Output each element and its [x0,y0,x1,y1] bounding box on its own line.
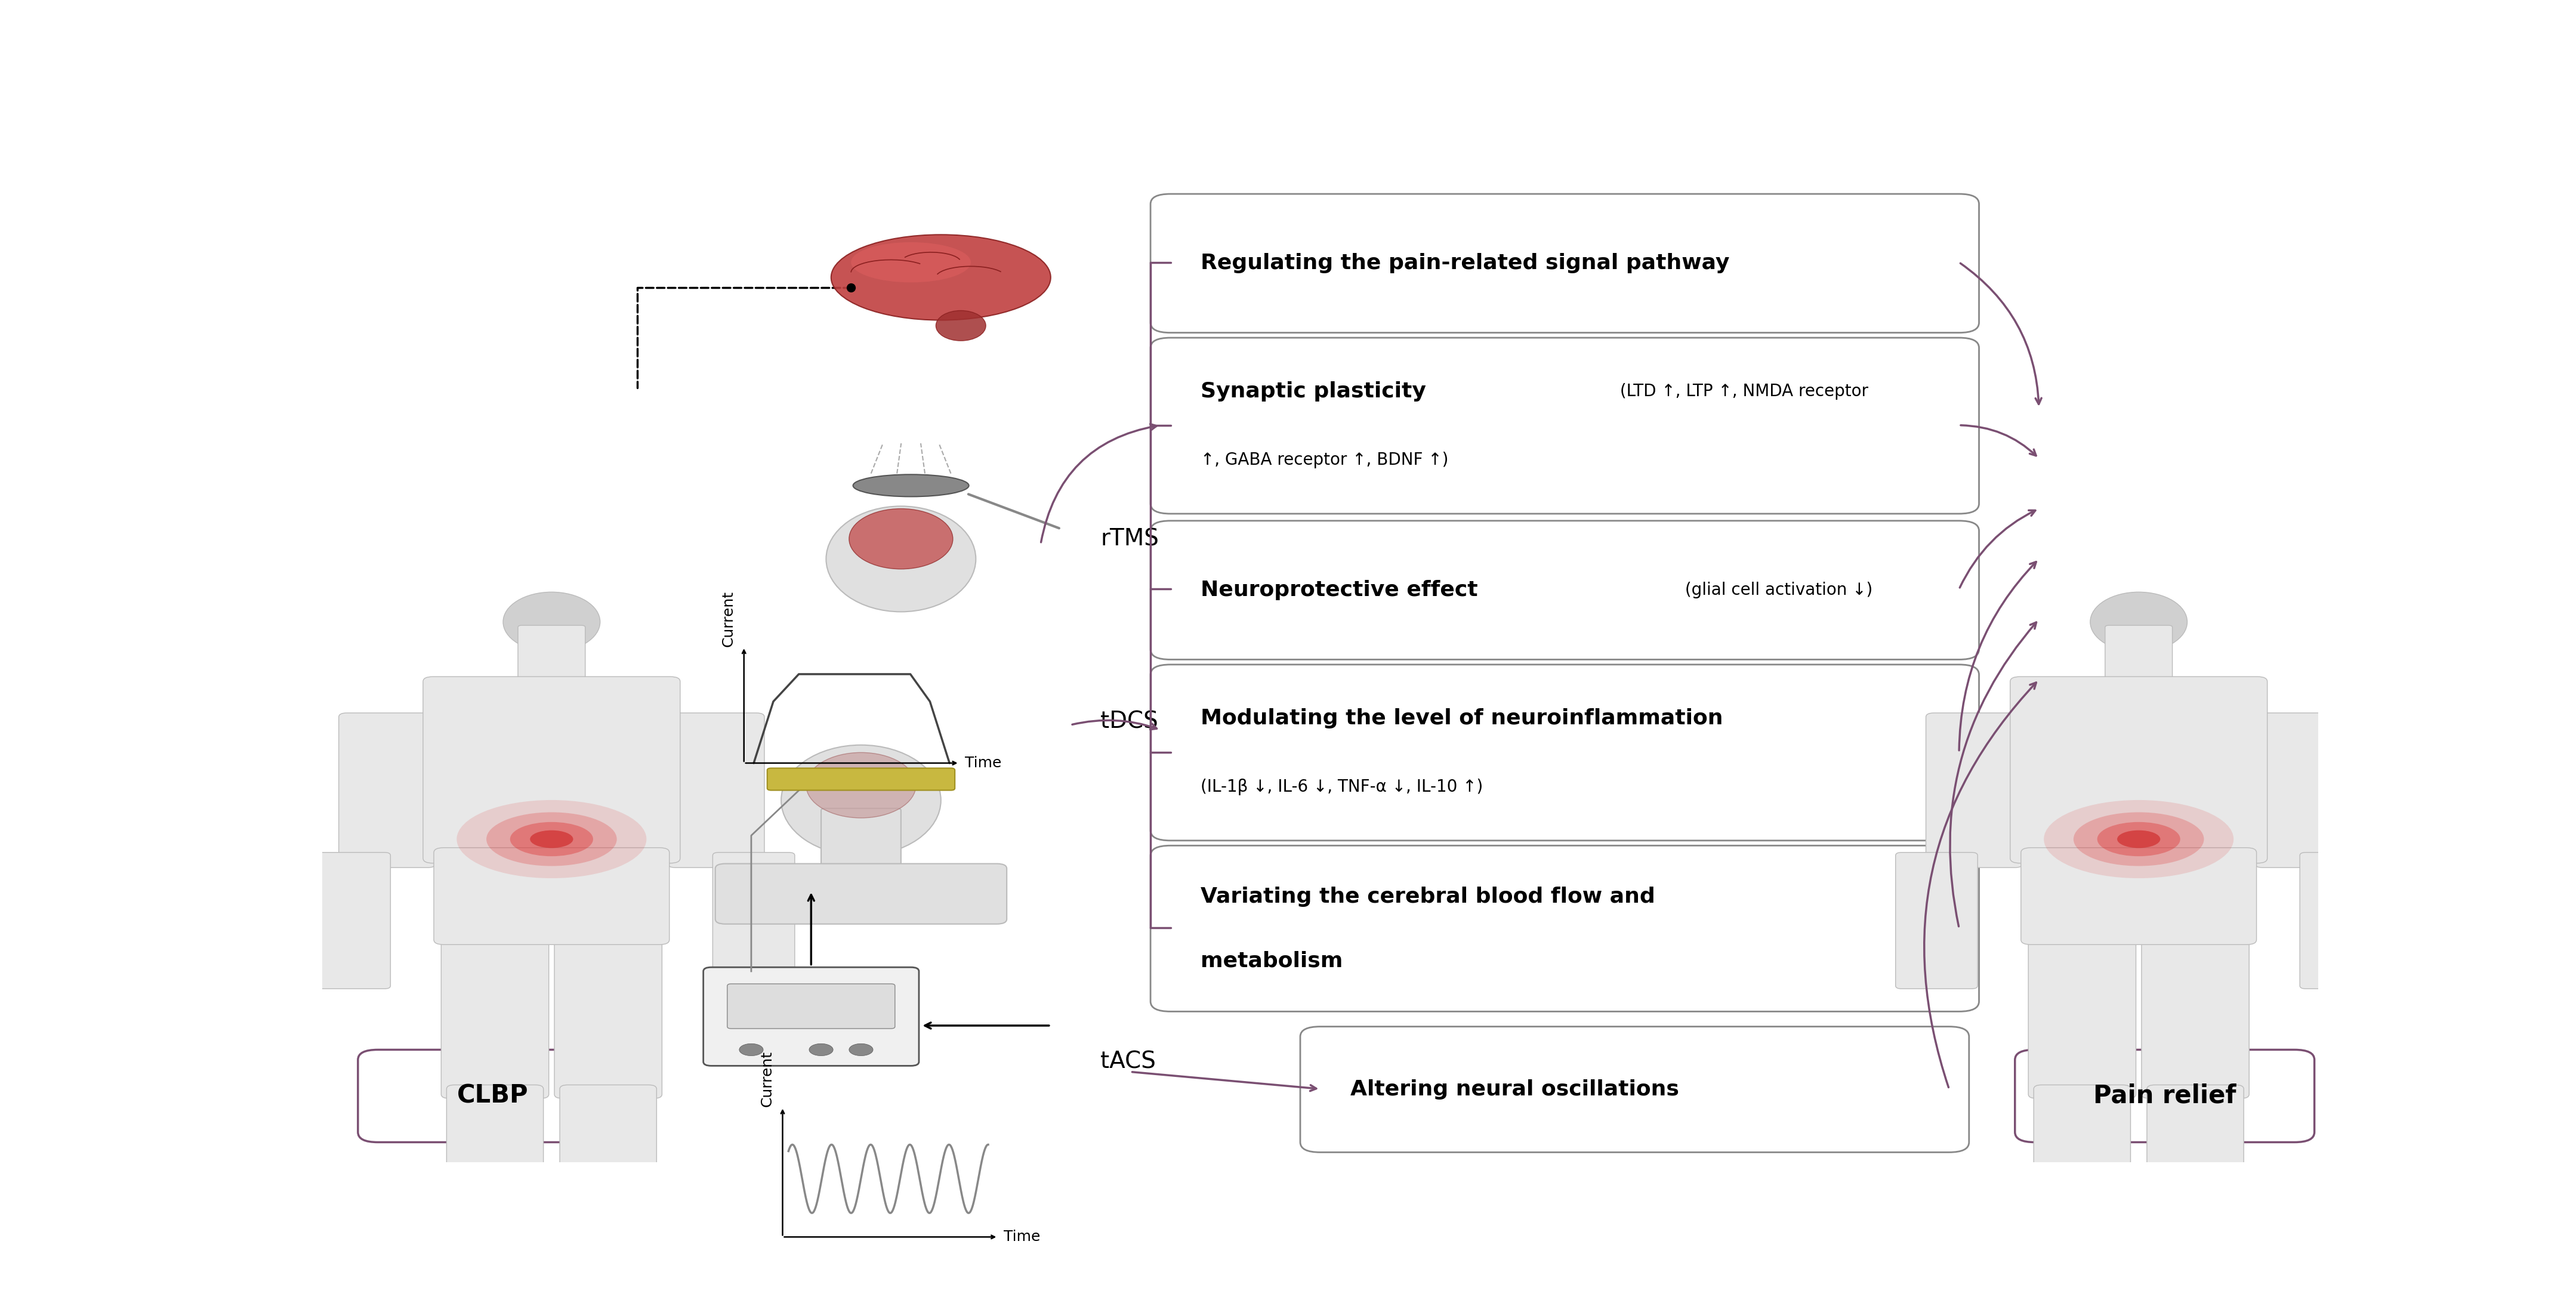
Text: metabolism: metabolism [1200,951,1342,970]
Text: Neuroprotective effect: Neuroprotective effect [1200,580,1479,601]
Text: Pain relief: Pain relief [2094,1084,2236,1109]
FancyBboxPatch shape [1927,713,2022,867]
FancyBboxPatch shape [1301,1027,1968,1152]
Ellipse shape [935,311,987,341]
Text: (glial cell activation ↓): (glial cell activation ↓) [1680,581,1873,598]
FancyBboxPatch shape [714,853,796,989]
Ellipse shape [502,592,600,652]
FancyBboxPatch shape [1151,193,1978,333]
Text: CLBP: CLBP [456,1084,528,1109]
Ellipse shape [850,242,971,282]
Ellipse shape [2117,831,2161,848]
Ellipse shape [781,744,940,855]
Ellipse shape [2043,801,2233,878]
Text: Variating the cerebral blood flow and: Variating the cerebral blood flow and [1200,887,1654,906]
FancyBboxPatch shape [2014,1050,2313,1143]
FancyBboxPatch shape [2022,848,2257,944]
FancyBboxPatch shape [2009,677,2267,863]
FancyBboxPatch shape [446,1085,544,1256]
Ellipse shape [2164,1258,2228,1273]
Ellipse shape [456,801,647,878]
FancyBboxPatch shape [554,927,662,1098]
FancyBboxPatch shape [822,808,902,880]
FancyBboxPatch shape [2027,927,2136,1098]
Text: (LTD ↑, LTP ↑, NMDA receptor: (LTD ↑, LTP ↑, NMDA receptor [1615,383,1868,400]
Ellipse shape [827,507,976,611]
Ellipse shape [510,821,592,857]
Ellipse shape [2089,592,2187,652]
Text: Time: Time [1005,1230,1041,1245]
FancyBboxPatch shape [1151,665,1978,841]
FancyBboxPatch shape [309,853,392,989]
Circle shape [739,1043,762,1055]
Ellipse shape [2074,812,2205,866]
Text: Time: Time [966,756,1002,771]
Ellipse shape [531,831,572,848]
FancyBboxPatch shape [1151,845,1978,1011]
Ellipse shape [577,1258,641,1273]
Ellipse shape [850,509,953,569]
Text: Regulating the pain-related signal pathway: Regulating the pain-related signal pathw… [1200,253,1728,273]
FancyBboxPatch shape [768,768,956,790]
FancyBboxPatch shape [667,713,765,867]
FancyBboxPatch shape [358,1050,629,1143]
FancyBboxPatch shape [2300,853,2383,989]
FancyBboxPatch shape [716,863,1007,925]
Text: ↑, GABA receptor ↑, BDNF ↑): ↑, GABA receptor ↑, BDNF ↑) [1200,452,1448,469]
Text: Current: Current [721,590,734,646]
FancyBboxPatch shape [726,983,894,1029]
Text: Current: Current [760,1051,773,1107]
Ellipse shape [464,1258,528,1273]
Circle shape [809,1043,832,1055]
Ellipse shape [853,474,969,496]
FancyBboxPatch shape [1896,853,1978,989]
Ellipse shape [487,812,616,866]
FancyBboxPatch shape [2032,1085,2130,1256]
FancyBboxPatch shape [433,848,670,944]
Ellipse shape [806,752,917,818]
FancyBboxPatch shape [1151,521,1978,660]
Text: (IL-1β ↓, IL-6 ↓, TNF-α ↓, IL-10 ↑): (IL-1β ↓, IL-6 ↓, TNF-α ↓, IL-10 ↑) [1200,778,1484,795]
Text: Altering neural oscillations: Altering neural oscillations [1350,1079,1680,1100]
Text: tDCS: tDCS [1100,710,1159,733]
Ellipse shape [2097,821,2179,857]
FancyBboxPatch shape [559,1085,657,1256]
FancyBboxPatch shape [422,677,680,863]
FancyBboxPatch shape [2141,927,2249,1098]
FancyBboxPatch shape [2254,713,2352,867]
FancyBboxPatch shape [2105,626,2172,683]
Text: Synaptic plasticity: Synaptic plasticity [1200,381,1427,401]
Text: rTMS: rTMS [1100,528,1159,550]
FancyBboxPatch shape [703,968,920,1066]
FancyBboxPatch shape [440,927,549,1098]
FancyBboxPatch shape [340,713,435,867]
Text: tACS: tACS [1100,1050,1157,1074]
Ellipse shape [832,235,1051,320]
Ellipse shape [2050,1258,2115,1273]
Text: Modulating the level of neuroinflammation: Modulating the level of neuroinflammatio… [1200,708,1723,729]
FancyBboxPatch shape [2146,1085,2244,1256]
FancyBboxPatch shape [518,626,585,683]
Circle shape [850,1043,873,1055]
FancyBboxPatch shape [1151,338,1978,513]
